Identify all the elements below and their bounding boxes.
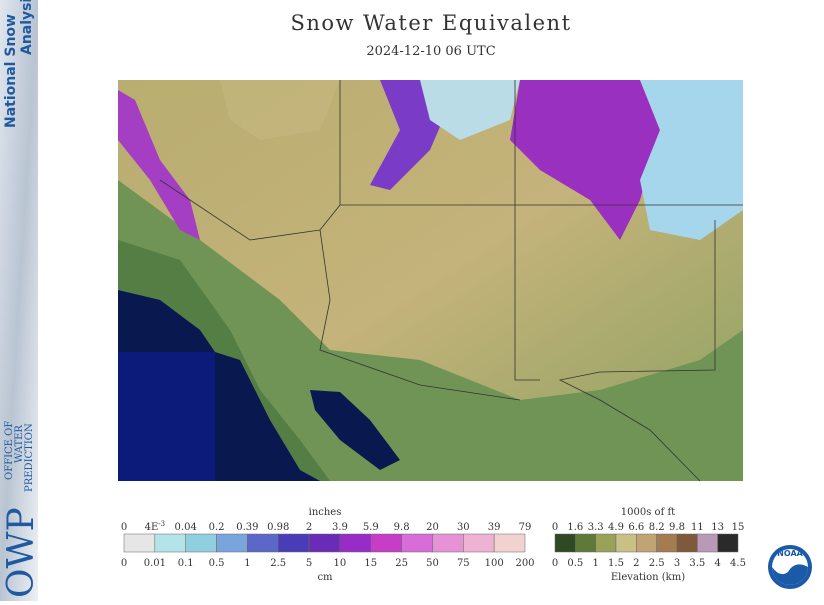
map (118, 80, 743, 482)
legend-bottom-label: 0.1 (178, 558, 194, 569)
legend-swatch (123, 533, 156, 553)
legend-swatch (308, 533, 341, 553)
legend-bottom-label: 10 (334, 558, 347, 569)
legend-top-label: 3.3 (588, 522, 604, 533)
legend-top-label: 6.6 (628, 522, 644, 533)
legend-top-label: 0.39 (236, 522, 258, 533)
legend-bottom-label: 4 (714, 558, 720, 569)
swe-legend: inches cm 0 4E-3 0.04 0.2 0.39 0.98 2 3.9 5.9 9.8 20… (121, 507, 535, 583)
legend-top-label: 0 (552, 522, 558, 533)
sidebar-title: National Snow (3, 14, 19, 128)
legend-bottom-label: 0 (121, 558, 127, 569)
legend-swatch (615, 533, 637, 553)
legend-top-label: 5.9 (363, 522, 379, 533)
org-abbr: OWP (1, 507, 42, 598)
legend-top-label: 20 (426, 522, 439, 533)
legend-swatch (370, 533, 402, 553)
legend-bottom-label: 25 (395, 558, 408, 569)
legend-bottom-label: 200 (515, 558, 534, 569)
legend-bottom-label: 0.5 (209, 558, 225, 569)
legend-bottom-label: 1 (592, 558, 598, 569)
legend-swatch (277, 533, 310, 553)
legend-bottom-label: 3.5 (689, 558, 705, 569)
legend-top-label: 39 (488, 522, 501, 533)
legend-swatch (575, 533, 596, 553)
legend-top-label: 1.6 (567, 522, 583, 533)
legend-top-label: 0.04 (175, 522, 197, 533)
legend-top-label: 79 (519, 522, 532, 533)
legend-top-label: 9.8 (669, 522, 685, 533)
legend-swatch (185, 533, 217, 553)
legend-bottom-unit: cm (317, 572, 333, 583)
org-name: OFFICE OF (4, 421, 15, 480)
legend-top-label: 3.9 (332, 522, 348, 533)
legend-top-label: 30 (457, 522, 470, 533)
subtitle: 2024-12-10 06 UTC (366, 44, 495, 59)
legend-swatch (656, 533, 678, 553)
sidebar-title: Analysis (19, 0, 35, 55)
legend-bottom-label: 4.5 (730, 558, 746, 569)
noaa-logo: NOAA (768, 545, 812, 589)
elevation-legend: 1000s of ft Elevation (km) 0 1.6 3.3 4.9 6.6 8.… (552, 507, 746, 583)
legend-bottom-label: 2 (633, 558, 639, 569)
legend-swatch (554, 533, 576, 553)
title: Snow Water Equivalent (290, 11, 571, 35)
legend-bottom-label: 5 (306, 558, 312, 569)
legend-top-unit: 1000s of ft (621, 507, 675, 518)
legend-swatch (493, 533, 526, 553)
legend-bottom-label: 0.5 (567, 558, 583, 569)
legend-swatch (401, 533, 433, 553)
legend-top-label: 9.8 (394, 522, 410, 533)
legend-bottom-label: 2.5 (270, 558, 286, 569)
legend-top-label: 0 (121, 522, 127, 533)
org-name: WATER (14, 425, 25, 463)
sidebar-background (0, 0, 38, 601)
legend-bottom-label: 50 (426, 558, 439, 569)
legend-top-label: 8.2 (649, 522, 665, 533)
legend-swatch (339, 533, 372, 553)
sidebar: National Snow Analysis OWP OFFICE OF WATER PR… (1, 0, 42, 598)
legend-top-label: 0.98 (267, 522, 289, 533)
legend-top-label: 4E-3 (145, 520, 166, 533)
legend-bottom-label: 75 (457, 558, 470, 569)
legend-bottom-label: 15 (364, 558, 377, 569)
legend-swatch (216, 533, 248, 553)
legend-bottom-label: 100 (485, 558, 504, 569)
legend-swatch (595, 533, 617, 553)
legend-top-label: 11 (691, 522, 704, 533)
legend-top-label: 13 (711, 522, 724, 533)
legend-top-label: 4.9 (608, 522, 624, 533)
legend-bottom-label: 2.5 (649, 558, 665, 569)
label-exponent: -3 (158, 520, 165, 528)
legend-bottom-label: 1.5 (608, 558, 624, 569)
legend-swatch (697, 533, 718, 553)
legend-bottom-label: 0 (552, 558, 558, 569)
legend-top-label: 2 (306, 522, 312, 533)
legend-swatch (154, 533, 186, 553)
legend-bottom-label: 0.01 (144, 558, 166, 569)
legend-swatch (432, 533, 464, 553)
legend-swatch (676, 533, 698, 553)
label-base: 4E (145, 522, 159, 533)
legend-top-label: 0.2 (209, 522, 225, 533)
legend-bottom-unit: Elevation (km) (611, 572, 685, 583)
legend-swatch (463, 533, 495, 553)
legend-swatch (247, 533, 279, 553)
legend-top-label: 15 (732, 522, 745, 533)
legend-bottom-label: 3 (674, 558, 680, 569)
legend-top-unit: inches (309, 507, 342, 518)
legend-swatch (636, 533, 657, 553)
org-name: PREDICTION (24, 423, 35, 492)
logo-text: NOAA (777, 549, 803, 558)
legend-swatch (717, 533, 739, 553)
legend-bottom-label: 1 (244, 558, 250, 569)
